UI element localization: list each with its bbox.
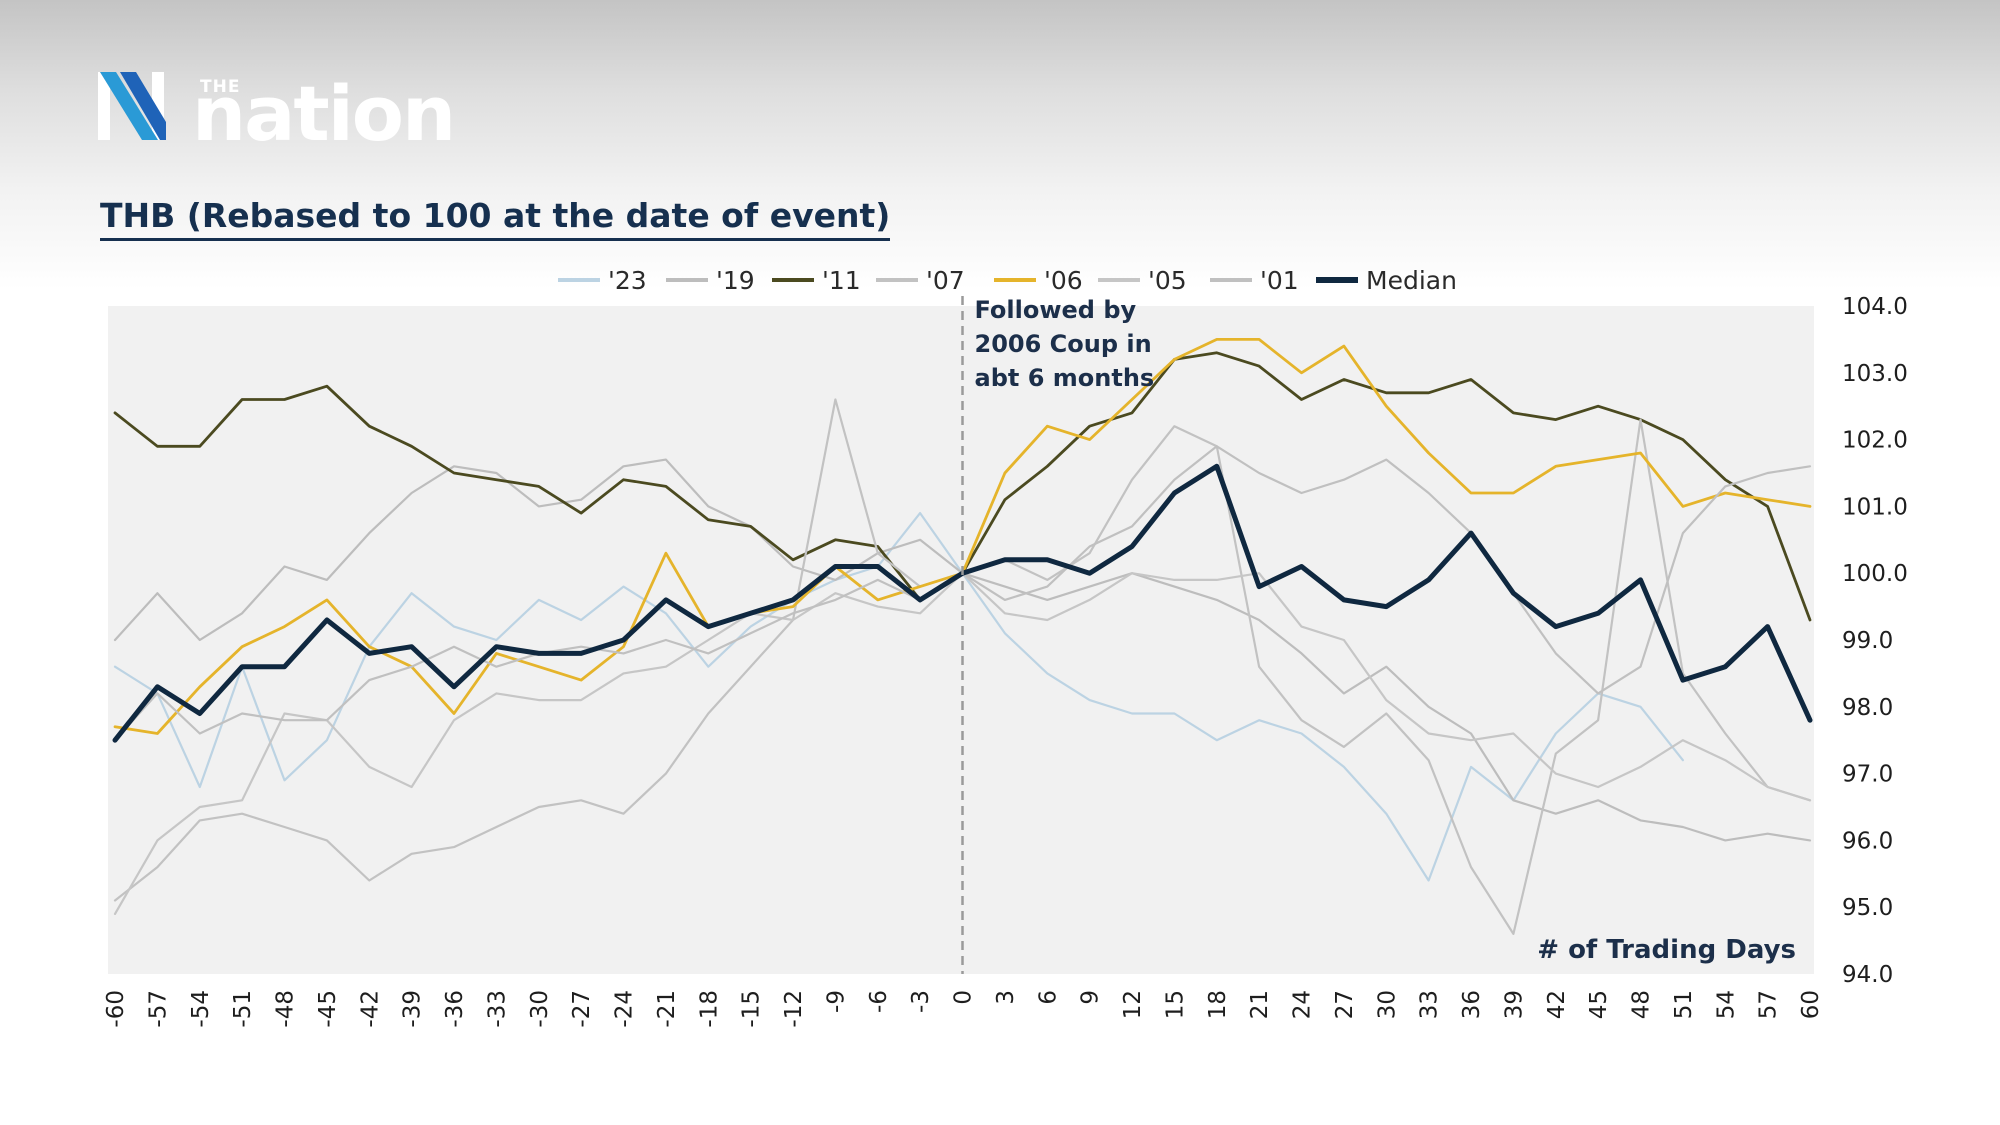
x-tick-label: -30	[527, 990, 553, 1028]
x-tick-label: -60	[103, 990, 129, 1028]
logo-mark	[98, 72, 166, 140]
x-tick-label: -33	[484, 990, 510, 1028]
x-tick-label: -45	[315, 990, 341, 1028]
legend-label-5: '05	[1148, 266, 1187, 295]
x-tick-label: 45	[1586, 990, 1612, 1019]
x-tick-label: 39	[1501, 990, 1527, 1019]
y-tick-label: 97.0	[1842, 762, 1893, 788]
logo-nation-text: nation	[192, 72, 454, 148]
legend-label-0: '23	[608, 266, 647, 295]
annotation-line: 2006 Coup in	[975, 330, 1152, 358]
x-tick-label: 48	[1629, 990, 1655, 1019]
y-tick-label: 96.0	[1842, 828, 1893, 854]
x-tick-label: 30	[1374, 990, 1400, 1019]
x-tick-label: -48	[273, 990, 299, 1028]
legend-label-6: '01	[1260, 266, 1299, 295]
x-tick-label: 12	[1120, 990, 1146, 1019]
x-tick-label: 27	[1332, 990, 1358, 1019]
x-tick-label: 18	[1205, 990, 1231, 1019]
x-tick-label: -6	[866, 990, 892, 1013]
series-line-0	[113, 512, 1684, 882]
logo-the-text: THE	[200, 77, 240, 97]
y-tick-label: 104.0	[1842, 294, 1908, 320]
x-tick-label: 24	[1290, 990, 1316, 1019]
x-tick-label: -9	[823, 990, 849, 1013]
x-tick-label: -21	[654, 990, 680, 1028]
the-nation-logo: THE nation	[98, 72, 456, 148]
x-tick-label: -27	[569, 990, 595, 1028]
x-tick-label: -57	[145, 990, 171, 1028]
annotation-line: abt 6 months	[975, 364, 1155, 392]
x-tick-label: 0	[951, 990, 977, 1005]
x-tick-label: 6	[1035, 990, 1061, 1005]
x-tick-label: -54	[188, 990, 214, 1028]
x-tick-label: 21	[1247, 990, 1273, 1019]
legend-label-2: '11	[822, 266, 861, 295]
x-tick-label: 42	[1544, 990, 1570, 1019]
x-tick-label: 9	[1078, 990, 1104, 1005]
y-tick-label: 98.0	[1842, 695, 1893, 721]
x-tick-label: -15	[739, 990, 765, 1028]
y-tick-label: 99.0	[1842, 628, 1893, 654]
chart-legend: '23 '19 '11 '07 '06 '05 '01 Median	[558, 266, 1457, 295]
chart-title: THB (Rebased to 100 at the date of event…	[100, 196, 891, 241]
x-tick-label: 36	[1459, 990, 1485, 1019]
x-tick-label: 3	[993, 990, 1019, 1005]
annotation-line: Followed by	[975, 296, 1137, 324]
x-tick-label: 60	[1798, 990, 1824, 1019]
y-tick-label: 101.0	[1842, 494, 1908, 520]
x-tick-label: 33	[1417, 990, 1443, 1019]
x-tick-label: -51	[230, 990, 256, 1028]
y-tick-label: 95.0	[1842, 895, 1893, 921]
legend-label-3: '07	[926, 266, 965, 295]
x-tick-label: -18	[696, 990, 722, 1028]
x-tick-label: -12	[781, 990, 807, 1028]
x-tick-label: 54	[1713, 990, 1739, 1019]
x-tick-label: -42	[357, 990, 383, 1028]
x-tick-label: 15	[1162, 990, 1188, 1019]
x-axis-ticks: -60 -57 -54 -51 -48 -45 -42 -39 -36 -33 -30 -27 -24-…	[103, 990, 1824, 1028]
y-tick-label: 94.0	[1842, 962, 1893, 988]
annotation-coup: Followed by 2006 Coup in abt 6 months	[975, 296, 1155, 392]
legend-label-4: '06	[1044, 266, 1083, 295]
legend-label-1: '19	[716, 266, 755, 295]
x-tick-label: -3	[908, 990, 934, 1013]
y-tick-label: 100.0	[1842, 561, 1908, 587]
x-tick-label: -39	[400, 990, 426, 1028]
legend-label-7: Median	[1366, 266, 1457, 295]
x-axis-label: # of Trading Days	[1537, 935, 1796, 965]
x-tick-label: -24	[612, 990, 638, 1028]
x-tick-label: -36	[442, 990, 468, 1028]
y-tick-label: 103.0	[1842, 361, 1908, 387]
x-tick-label: 57	[1756, 990, 1782, 1019]
y-axis-ticks: 104.0 103.0 102.0 101.0 100.0 99.0 98.0 97.0 96.…	[1842, 294, 1908, 988]
x-tick-label: 51	[1671, 990, 1697, 1019]
y-tick-label: 102.0	[1842, 428, 1908, 454]
